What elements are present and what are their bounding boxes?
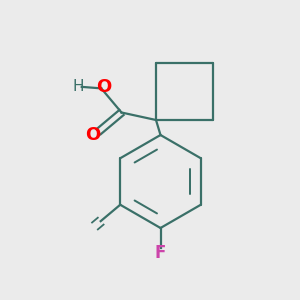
Text: H: H [72,79,84,94]
Text: O: O [96,78,111,96]
Text: F: F [155,244,166,262]
Text: O: O [85,126,101,144]
